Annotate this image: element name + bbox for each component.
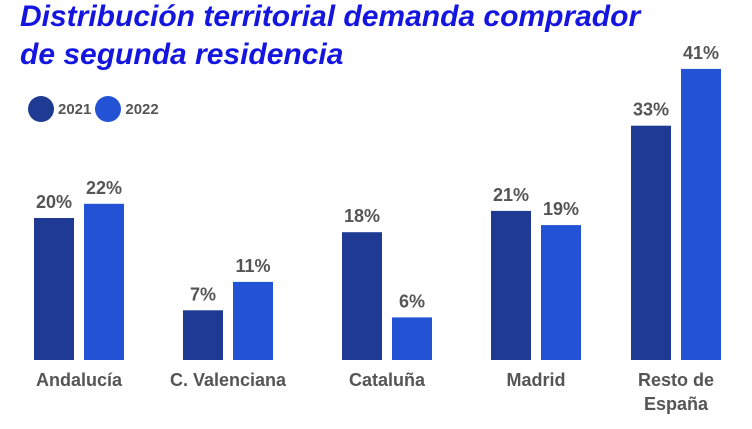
- category-label-4: España: [644, 394, 709, 414]
- chart-title-line-1: Distribución territorial demanda comprad…: [20, 0, 641, 33]
- bar-2021-1: [183, 310, 223, 360]
- data-label-2021-0: 20%: [36, 192, 72, 212]
- legend-swatch-2022: [95, 96, 122, 122]
- legend-label-2021: 2021: [58, 100, 92, 118]
- bar-2022-0: [84, 203, 124, 360]
- category-label-4: Resto de: [638, 370, 714, 390]
- data-label-2022-0: 22%: [86, 178, 122, 198]
- category-label-0: Andalucía: [36, 370, 123, 390]
- data-label-2022-3: 19%: [543, 199, 579, 219]
- bar-2021-4: [631, 125, 671, 360]
- bar-2022-3: [541, 225, 581, 360]
- legend-label-2022: 2022: [125, 100, 159, 118]
- category-label-2: Cataluña: [349, 370, 426, 390]
- data-label-2021-4: 33%: [633, 100, 669, 120]
- bar-2021-2: [342, 232, 382, 360]
- category-label-3: Madrid: [506, 370, 565, 390]
- data-label-2022-2: 6%: [399, 291, 425, 311]
- legend: 2021 2022: [28, 96, 159, 122]
- data-label-2022-1: 11%: [235, 256, 270, 276]
- bar-2021-3: [491, 210, 531, 360]
- data-label-2022-4: 41%: [683, 43, 719, 63]
- bar-2022-1: [233, 281, 273, 360]
- data-label-2021-2: 18%: [344, 206, 380, 226]
- bar-2021-0: [34, 218, 74, 360]
- bar-2022-4: [681, 68, 721, 361]
- chart-title-line-2: de segunda residencia: [20, 38, 344, 71]
- bar-2022-2: [392, 317, 432, 360]
- category-label-1: C. Valenciana: [170, 370, 287, 390]
- data-label-2021-1: 7%: [190, 284, 216, 304]
- data-label-2021-3: 21%: [493, 185, 529, 205]
- legend-swatch-2021: [28, 96, 54, 122]
